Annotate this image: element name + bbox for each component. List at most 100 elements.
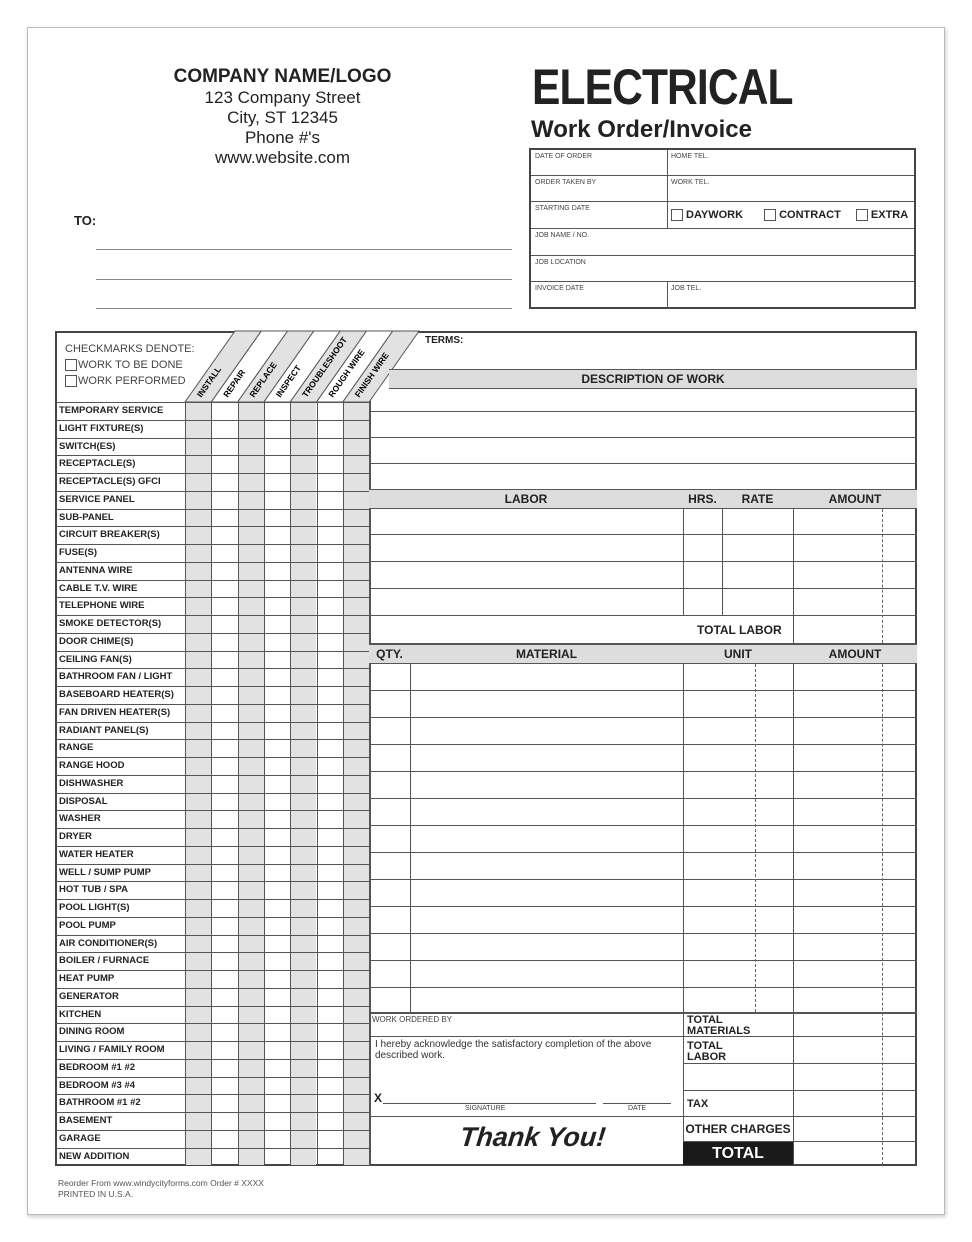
work-tel-field[interactable]: WORK TEL. bbox=[671, 179, 710, 186]
unit-cents-divider bbox=[755, 664, 756, 1012]
legend-to-be-done: WORK TO BE DONE bbox=[65, 357, 195, 373]
totals-line bbox=[683, 1116, 917, 1117]
item-label: DISPOSAL bbox=[59, 795, 108, 807]
invoice-date-field[interactable]: INVOICE DATE bbox=[535, 285, 584, 292]
to-line-1[interactable] bbox=[96, 249, 512, 250]
description-line[interactable] bbox=[369, 411, 917, 412]
item-label: LIVING / FAMILY ROOM bbox=[59, 1044, 165, 1055]
date-of-order-field[interactable]: DATE OF ORDER bbox=[535, 153, 593, 160]
item-label: BOILER / FURNACE bbox=[59, 955, 150, 967]
item-label: SERVICE PANEL bbox=[59, 493, 135, 505]
company-name: COMPANY NAME/LOGO bbox=[173, 66, 392, 87]
total-label: TOTAL bbox=[683, 1142, 793, 1165]
labor-col-divider bbox=[793, 489, 794, 643]
company-street: 123 Company Street bbox=[204, 88, 361, 107]
home-tel-field[interactable]: HOME TEL. bbox=[671, 153, 709, 160]
to-line-2[interactable] bbox=[96, 279, 512, 280]
title-electrical: ELECTRICAL bbox=[532, 59, 794, 115]
section-divider bbox=[369, 331, 371, 1166]
footer: Reorder From www.windycityforms.com Orde… bbox=[58, 1178, 264, 1200]
company-phone: Phone #'s bbox=[244, 128, 321, 147]
item-label: BASEMENT bbox=[59, 1115, 113, 1126]
company-block: COMPANY NAME/LOGO 123 Company Street Cit… bbox=[130, 66, 435, 168]
signature-line[interactable] bbox=[383, 1103, 596, 1104]
item-label: RADIANT PANEL(S) bbox=[59, 724, 149, 736]
item-label: DRYER bbox=[59, 831, 92, 842]
extra-checkbox[interactable]: EXTRA bbox=[855, 209, 908, 222]
job-name-field[interactable]: JOB NAME / NO. bbox=[535, 232, 590, 239]
checkbox-icon[interactable] bbox=[764, 209, 777, 222]
column-divider bbox=[211, 402, 213, 1166]
material-col: MATERIAL bbox=[515, 647, 578, 661]
order-taken-by-field[interactable]: ORDER TAKEN BY bbox=[535, 179, 597, 186]
item-label: RECEPTACLE(S) bbox=[59, 458, 136, 470]
labor-row-line bbox=[369, 588, 917, 589]
date-line[interactable] bbox=[603, 1103, 671, 1104]
material-row-line bbox=[369, 717, 917, 718]
item-label: HEAT PUMP bbox=[59, 973, 115, 984]
company-city: City, ST 12345 bbox=[227, 108, 338, 127]
work-type-header-cell bbox=[341, 330, 421, 403]
checkbox-icon[interactable] bbox=[855, 209, 868, 222]
description-header: DESCRIPTION OF WORK bbox=[389, 369, 917, 389]
form-sheet bbox=[27, 27, 945, 1215]
material-row-line bbox=[369, 933, 917, 934]
material-col-divider bbox=[410, 644, 411, 1012]
item-label: BATHROOM #1 #2 bbox=[59, 1097, 141, 1109]
bottom-line bbox=[369, 1036, 683, 1037]
amount-col: AMOUNT bbox=[828, 647, 882, 661]
item-label: DISHWASHER bbox=[59, 777, 124, 789]
material-row-line bbox=[369, 690, 917, 691]
work-ordered-by-field[interactable]: WORK ORDERED BY bbox=[372, 1015, 453, 1024]
material-row-line bbox=[369, 987, 917, 988]
totals-line bbox=[683, 1036, 917, 1037]
bottom-line bbox=[369, 1116, 683, 1117]
total-materials-label: TOTAL MATERIALS bbox=[687, 1014, 751, 1037]
shaded-column bbox=[185, 402, 212, 1166]
item-label: TELEPHONE WIRE bbox=[59, 600, 145, 612]
job-type-options: DAYWORK CONTRACT EXTRA bbox=[671, 209, 908, 222]
materials-bottom bbox=[369, 1012, 917, 1014]
title-subtitle: Work Order/Invoice bbox=[531, 116, 752, 143]
item-label: CIRCUIT BREAKER(S) bbox=[59, 529, 160, 541]
item-label: LIGHT FIXTURE(S) bbox=[59, 422, 144, 434]
hrs-col: HRS. bbox=[688, 492, 717, 506]
totals-line bbox=[683, 1090, 917, 1091]
description-line[interactable] bbox=[369, 437, 917, 438]
description-line[interactable] bbox=[369, 463, 917, 464]
job-tel-field[interactable]: JOB TEL. bbox=[671, 285, 702, 292]
job-location-field[interactable]: JOB LOCATION bbox=[535, 259, 586, 266]
column-divider bbox=[237, 402, 239, 1166]
item-label: DOOR CHIME(S) bbox=[59, 635, 134, 647]
daywork-checkbox[interactable]: DAYWORK bbox=[671, 209, 743, 222]
to-line-3[interactable] bbox=[96, 308, 512, 309]
material-row-line bbox=[369, 879, 917, 880]
thank-you: Thank You! bbox=[458, 1122, 608, 1152]
starting-date-field[interactable]: STARTING DATE bbox=[535, 205, 590, 212]
material-row-line bbox=[369, 852, 917, 853]
item-label: BEDROOM #1 #2 bbox=[59, 1061, 136, 1073]
to-label: TO: bbox=[74, 213, 97, 228]
other-charges-label: OTHER CHARGES bbox=[685, 1122, 791, 1136]
checkbox-icon[interactable] bbox=[671, 209, 683, 222]
item-label: BATHROOM FAN / LIGHT bbox=[59, 671, 173, 683]
material-row-line bbox=[369, 825, 917, 826]
date-label: DATE bbox=[628, 1105, 647, 1112]
material-row-line bbox=[369, 960, 917, 961]
signature-x: X bbox=[374, 1091, 383, 1105]
item-label: AIR CONDITIONER(S) bbox=[59, 937, 158, 949]
item-label: WASHER bbox=[59, 813, 101, 825]
unit-col: UNIT bbox=[724, 647, 752, 661]
item-label: BASEBOARD HEATER(S) bbox=[59, 689, 174, 700]
company-website: www.website.com bbox=[214, 148, 351, 167]
column-divider bbox=[290, 402, 292, 1166]
item-label: POOL PUMP bbox=[59, 919, 116, 931]
material-col-divider bbox=[793, 644, 794, 1165]
material-row-line bbox=[369, 798, 917, 799]
tax-label: TAX bbox=[687, 1098, 709, 1110]
shaded-column bbox=[290, 402, 317, 1166]
column-divider bbox=[316, 402, 318, 1166]
contract-checkbox[interactable]: CONTRACT bbox=[764, 209, 841, 222]
labor-row-line bbox=[369, 615, 917, 616]
item-label: NEW ADDITION bbox=[59, 1150, 130, 1162]
